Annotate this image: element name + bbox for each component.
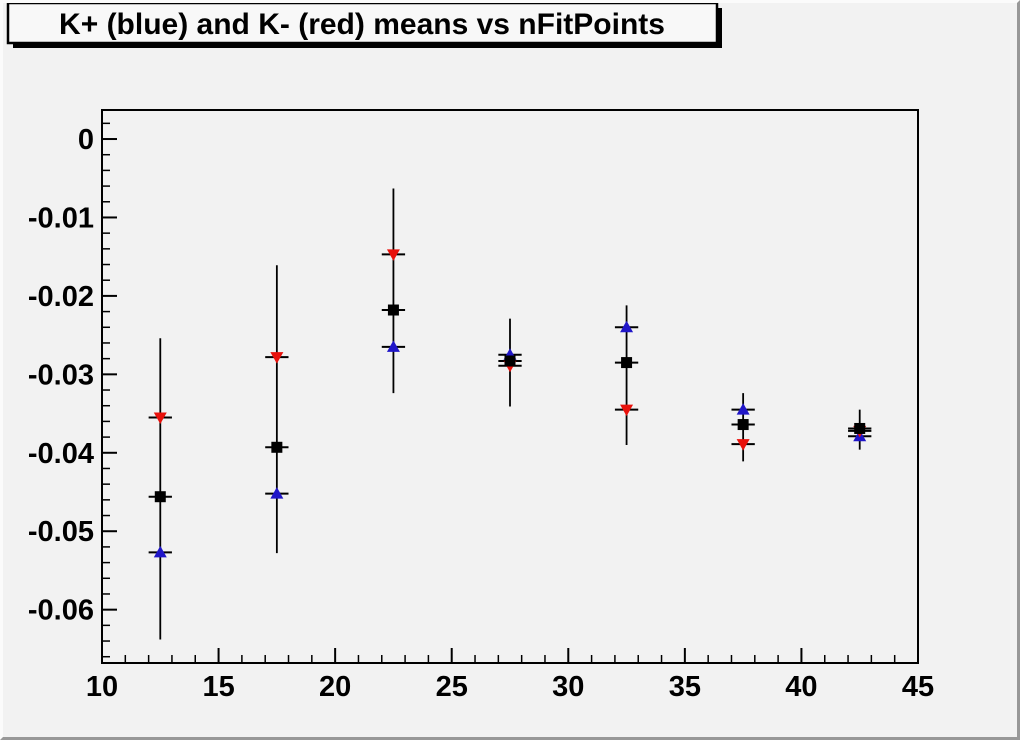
kminus-marker bbox=[386, 249, 400, 261]
y-tick-label: -0.06 bbox=[28, 595, 94, 627]
page-title: K+ (blue) and K- (red) means vs nFitPoin… bbox=[59, 8, 665, 41]
y-tick-label: -0.03 bbox=[28, 359, 94, 391]
mean-marker bbox=[737, 419, 749, 431]
y-tick-label: 0 bbox=[78, 124, 94, 156]
x-tick-label: 20 bbox=[319, 671, 351, 703]
kminus-marker bbox=[153, 412, 167, 424]
x-tick-label: 10 bbox=[86, 671, 118, 703]
mean-marker bbox=[271, 441, 283, 453]
mean-marker bbox=[154, 491, 166, 503]
y-tick-label: -0.02 bbox=[28, 281, 94, 313]
x-tick-label: 45 bbox=[902, 671, 934, 703]
title-box-rect bbox=[6, 3, 719, 45]
mean-marker bbox=[621, 357, 633, 369]
x-tick-label: 30 bbox=[552, 671, 584, 703]
kplus-marker bbox=[386, 340, 400, 352]
x-tick-label: 15 bbox=[202, 671, 234, 703]
y-tick-label: -0.05 bbox=[28, 516, 94, 548]
data-points bbox=[148, 188, 872, 640]
kplus-marker bbox=[153, 545, 167, 558]
plot-svg: 10 15 20 25 30 35 40 45 0 -0.01 -0.02 -0.03 -0.04 -0.… bbox=[6, 3, 934, 703]
y-tick-label: -0.01 bbox=[28, 202, 94, 234]
mean-marker bbox=[387, 304, 399, 316]
y-tick-label: -0.04 bbox=[28, 438, 94, 470]
kplus-marker bbox=[270, 487, 284, 499]
kplus-marker bbox=[620, 320, 634, 333]
x-tick-label: 35 bbox=[669, 671, 701, 703]
kminus-marker bbox=[736, 439, 750, 451]
x-tick-label: 25 bbox=[436, 671, 468, 703]
title-box: K+ (blue) and K- (red) means vs nFitPoin… bbox=[6, 3, 722, 48]
axis-tick-labels: 10 15 20 25 30 35 40 45 0 -0.01 -0.02 -0.03 -0.04 -0.… bbox=[28, 124, 934, 703]
axis-ticks bbox=[101, 122, 919, 663]
kminus-marker bbox=[270, 352, 284, 364]
mean-marker bbox=[854, 422, 866, 434]
kminus-marker bbox=[620, 404, 634, 417]
mean-marker bbox=[504, 355, 516, 367]
x-tick-label: 40 bbox=[785, 671, 817, 703]
kplus-marker bbox=[736, 403, 750, 415]
